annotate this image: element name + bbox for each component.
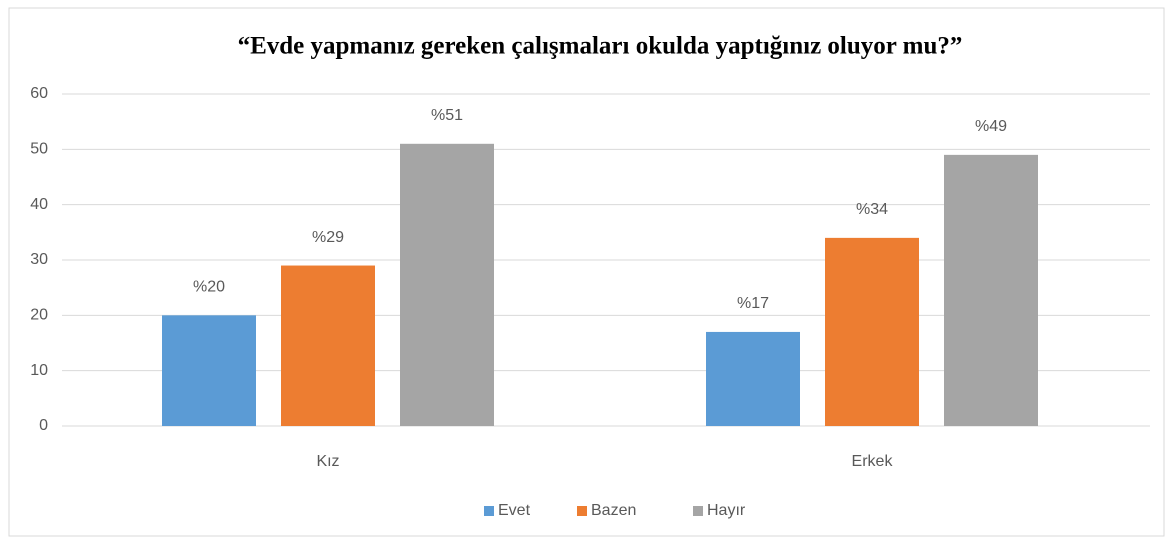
chart-title: “Evde yapmanız gereken çalışmaları okuld… <box>238 33 963 60</box>
bar <box>281 265 375 426</box>
bar <box>400 143 494 427</box>
legend-swatch <box>577 506 587 516</box>
data-label: %49 <box>975 118 1007 135</box>
y-tick-label: 0 <box>39 417 48 434</box>
y-tick-label: 20 <box>30 307 48 324</box>
legend-swatch <box>484 506 494 516</box>
bar <box>162 315 256 426</box>
data-label: %17 <box>737 295 769 312</box>
legend-label: Bazen <box>591 502 636 519</box>
bar <box>706 331 800 426</box>
y-tick-label: 40 <box>30 196 48 213</box>
y-tick-label: 10 <box>30 362 48 379</box>
data-label: %20 <box>193 279 225 296</box>
bar <box>944 154 1038 426</box>
legend-label: Evet <box>498 502 531 519</box>
data-label: %34 <box>856 201 888 218</box>
y-tick-label: 30 <box>30 251 48 268</box>
y-tick-label: 50 <box>30 141 48 158</box>
y-tick-label: 60 <box>30 85 48 102</box>
x-tick-label: Erkek <box>852 453 894 470</box>
legend-swatch <box>693 506 703 516</box>
bar <box>825 237 919 426</box>
legend-label: Hayır <box>707 502 746 519</box>
data-label: %29 <box>312 229 344 246</box>
data-label: %51 <box>431 107 463 124</box>
x-tick-label: Kız <box>316 453 339 470</box>
